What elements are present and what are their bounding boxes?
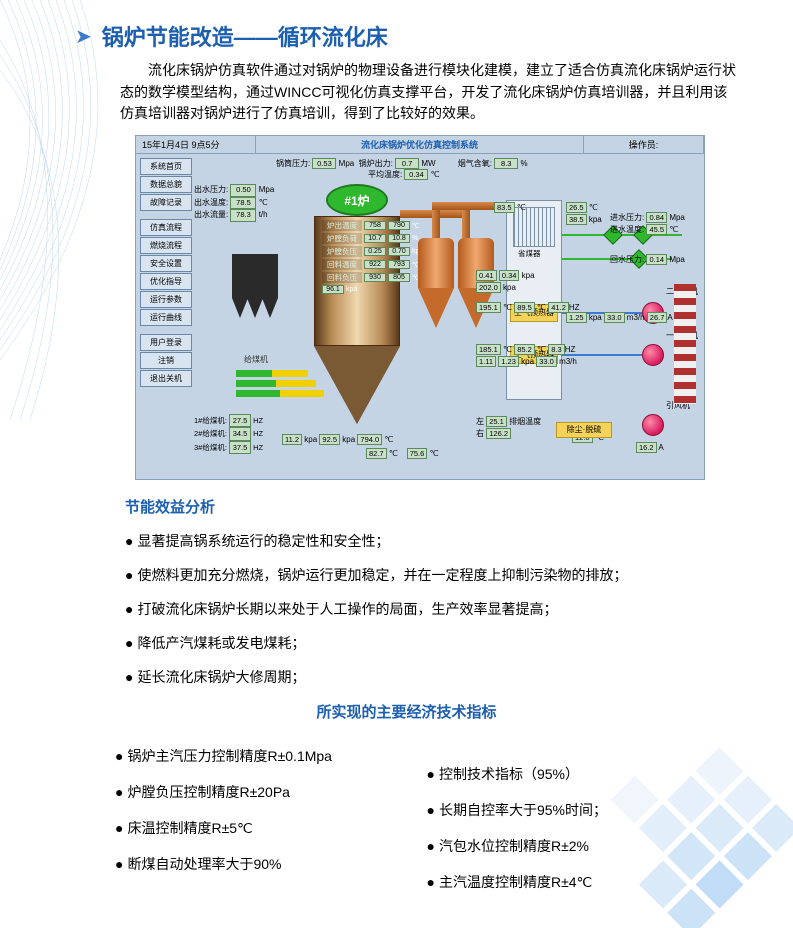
left-readouts: 出水压力: 0.50 Mpa 出水温度: 78.5 ℃ 出水流量: 78.3 t…: [194, 184, 274, 222]
rv: 83.5 ℃: [494, 202, 526, 213]
page-title-row: ➤ 锅炉节能改造——循环流化床: [75, 20, 738, 52]
bottom-vals-2: 82.7 ℃ 75.6 ℃: [366, 448, 439, 459]
indicator: 汽包水位控制精度R±2%: [427, 836, 739, 856]
sidebar-btn[interactable]: 用户登录: [140, 334, 192, 351]
sidebar-btn[interactable]: 系统首页: [140, 158, 192, 175]
out-flow-unit: t/h: [259, 210, 268, 219]
sidebar-btn[interactable]: 优化指导: [140, 273, 192, 290]
top-readouts: 锅筒压力: 0.53 Mpa 锅炉出力: 0.7 MW 烟气含氧: 8.3 %平…: [276, 158, 528, 180]
furnace-badge: #1炉: [326, 184, 388, 216]
out-flow-val: 78.3: [230, 209, 256, 222]
sidebar-btn[interactable]: 故障记录: [140, 194, 192, 211]
sidebar-btn[interactable]: 运行参数: [140, 291, 192, 308]
bullet: 打破流化床锅炉长期以来处于人工操作的局面，生产效率显著提高；: [125, 599, 738, 619]
sidebar-btn[interactable]: 退出关机: [140, 370, 192, 387]
intro-text: 流化床锅炉仿真软件通过对锅炉的物理设备进行模块化建模，建立了适合仿真流化床锅炉运…: [120, 60, 738, 125]
pipe: [462, 210, 470, 240]
rv: 38.5 kpa: [566, 214, 602, 225]
exhaust-r: 右 126.2: [476, 428, 511, 439]
feeder-readouts: 1#给煤机: 27.5 HZ2#给煤机: 34.5 HZ3#给煤机: 37.5 …: [194, 414, 263, 454]
cyclone-1: [418, 238, 454, 328]
scada-screenshot: 15年1月4日 9点5分 流化床锅炉优化仿真控制系统 操作员: 系统首页数据总貌…: [135, 135, 705, 480]
rv: 185.1 ℃ 85.2 ℃ 8.3HZ: [476, 344, 575, 355]
bottom-vals-1: 11.2 kpa 92.5 kpa 794.0 ℃: [282, 434, 393, 445]
sidebar-btn[interactable]: 注销: [140, 352, 192, 369]
rv: 1.25 kpa 33.0 m3/h 26.7A: [566, 312, 673, 323]
arrow-icon: ➤: [75, 24, 92, 49]
out-pressure-unit: Mpa: [259, 185, 275, 194]
out-pressure-val: 0.50: [230, 184, 256, 197]
fan-primary: [642, 344, 664, 366]
screw-feeder-1: [236, 370, 308, 377]
shot-header: 15年1月4日 9点5分 流化床锅炉优化仿真控制系统 操作员:: [136, 136, 704, 154]
indicator: 炉膛负压控制精度R±20Pa: [115, 782, 427, 802]
save-coal-label: 省煤器: [518, 248, 541, 259]
indicator: 主汽温度控制精度R±4℃: [427, 872, 739, 892]
sidebar-btn[interactable]: 安全设置: [140, 255, 192, 272]
rv: 202.0 kpa: [476, 282, 516, 293]
rv: 16.2 A: [636, 442, 664, 453]
page-title: 锅炉节能改造——循环流化床: [102, 20, 388, 52]
chimney: [674, 284, 696, 404]
duster-label: 除尘·脱硫: [556, 422, 612, 438]
fan-induced: [642, 414, 664, 436]
pipe: [432, 210, 440, 240]
out-temp-val: 78.5: [230, 197, 256, 210]
shot-title: 流化床锅炉优化仿真控制系统: [256, 136, 584, 153]
out-pressure-label: 出水压力:: [194, 185, 228, 194]
analysis-bullets: 显著提高锅系统运行的稳定性和安全性； 使燃料更加充分燃烧，锅炉运行更加稳定，并在一…: [125, 531, 738, 687]
out-temp-unit: ℃: [259, 198, 268, 207]
screw-feeder-2: [236, 380, 316, 387]
out-temp-label: 出水温度:: [194, 198, 228, 207]
back-pressure: 回水压力: 0.14 Mpa: [610, 254, 685, 265]
shot-operator: 操作员:: [584, 136, 704, 153]
bullet: 降低产汽煤耗或发电煤耗；: [125, 633, 738, 653]
rv: 1.11 1.23 kpa 33.0 m3/h: [476, 356, 577, 367]
analysis-title: 节能效益分析: [125, 496, 738, 517]
indicators-right: 控制技术指标（95%） 长期自控率大于95%时间； 汽包水位控制精度R±2% 主汽温度…: [427, 730, 739, 908]
indicators-columns: 锅炉主汽压力控制精度R±0.1Mpa 炉膛负压控制精度R±20Pa 床温控制精度R±…: [115, 730, 738, 908]
indicator: 长期自控率大于95%时间；: [427, 800, 739, 820]
coal-hopper: [232, 254, 278, 298]
sidebar-btn[interactable]: 数据总貌: [140, 176, 192, 193]
bullet: 使燃料更加充分燃烧，锅炉运行更加稳定，并在一定程度上抑制污染物的排放；: [125, 565, 738, 585]
rv: 0.41 0.34 kpa: [476, 270, 535, 281]
sidebar-btn[interactable]: 燃烧流程: [140, 237, 192, 254]
hopper-outlets: [232, 298, 277, 318]
vessel-readouts: 炉出温度758790℃炉膛负荷10.710.8%炉膛负压0.250.70kpa回…: [322, 220, 423, 294]
center-title: 所实现的主要经济技术指标: [75, 701, 738, 722]
bullet: 延长流化床锅炉大修周期；: [125, 667, 738, 687]
heat-tower: [506, 200, 562, 400]
bullet: 显著提高锅系统运行的稳定性和安全性；: [125, 531, 738, 551]
indicator: 断煤自动处理率大于90%: [115, 854, 427, 874]
in-pressure: 进水压力: 0.84 Mpa: [610, 212, 685, 223]
indicators-left: 锅炉主汽压力控制精度R±0.1Mpa 炉膛负压控制精度R±20Pa 床温控制精度R±…: [115, 730, 427, 908]
rv: 26.5 ℃: [566, 202, 598, 213]
indicator: 控制技术指标（95%）: [427, 764, 739, 784]
rv: 195.1 ℃ 89.5 ℃ 41.2HZ: [476, 302, 580, 313]
sidebar-btn[interactable]: 运行曲线: [140, 309, 192, 326]
screw-feeder-3: [236, 390, 324, 397]
shot-sidebar: 系统首页数据总貌故障记录仿真流程燃烧流程安全设置优化指导运行参数运行曲线用户登录…: [140, 158, 192, 393]
indicator: 锅炉主汽压力控制精度R±0.1Mpa: [115, 746, 427, 766]
exhaust: 左 25.1 排烟温度: [476, 416, 541, 427]
feeder-label: 给煤机: [244, 354, 268, 365]
out-flow-label: 出水流量:: [194, 210, 228, 219]
in-temp: 进水温度: 45.5 ℃: [610, 224, 678, 235]
sidebar-btn[interactable]: 仿真流程: [140, 219, 192, 236]
shot-date: 15年1月4日 9点5分: [136, 136, 256, 153]
indicator: 床温控制精度R±5℃: [115, 818, 427, 838]
